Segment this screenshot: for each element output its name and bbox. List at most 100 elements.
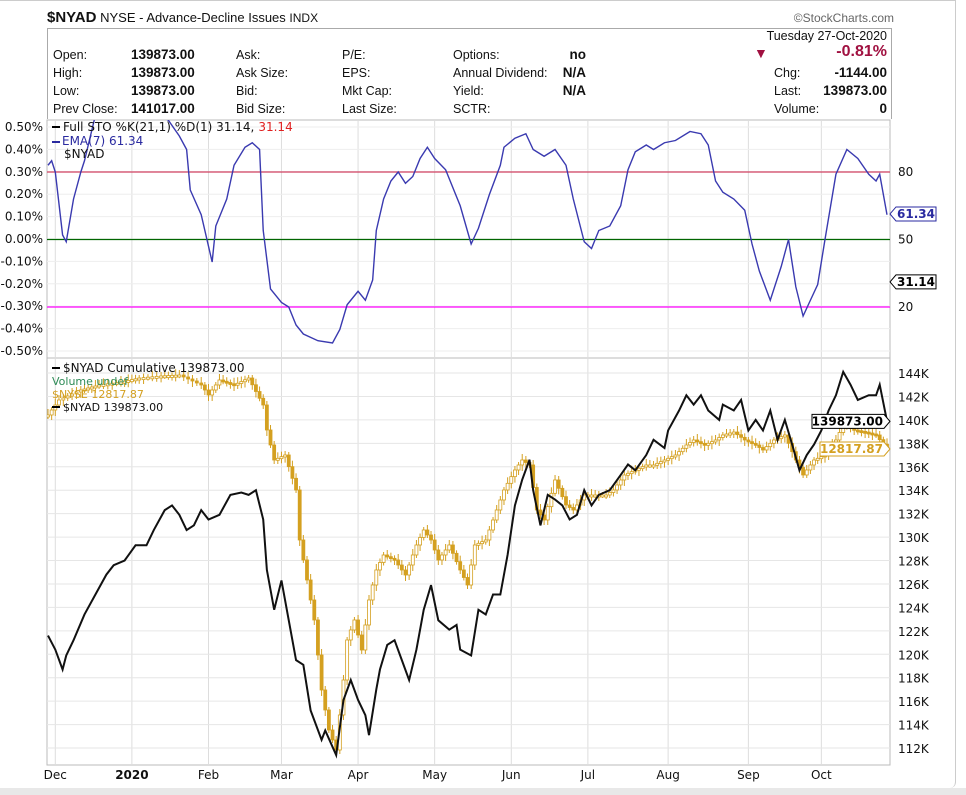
nyse-candle	[476, 542, 481, 546]
y-tick-label: -0.40%	[1, 322, 43, 336]
right-tick-label: 50	[898, 233, 913, 247]
right-tick-label: 118K	[898, 672, 930, 686]
nyse-price-tag-tag	[819, 441, 891, 457]
nyse-candle	[673, 454, 678, 458]
nyse-candle	[859, 430, 864, 434]
nyse-candle	[870, 432, 875, 436]
nyse-candle	[447, 544, 452, 551]
nyse-candle	[520, 459, 525, 466]
nyse-candle	[494, 509, 499, 521]
nyse-candle	[126, 380, 131, 383]
nyse-candle	[688, 442, 692, 446]
nyse-candle	[381, 554, 386, 563]
nyse-candle	[243, 379, 247, 383]
nyse-candle	[553, 479, 557, 494]
nyse-candle	[637, 467, 641, 471]
sto-value-tag: 31.14	[897, 275, 935, 289]
nyse-candle	[739, 434, 743, 438]
nyse-candle	[509, 476, 514, 484]
nyse-candle	[268, 429, 273, 446]
nyse-candle	[618, 479, 623, 486]
quote-label: Bid:	[236, 84, 258, 98]
volume-label: Volume:	[774, 102, 820, 116]
last-value: 139873.00	[823, 83, 887, 98]
right-tick-label: 130K	[898, 531, 930, 545]
nyse-candle	[713, 439, 718, 443]
nyse-candle	[254, 384, 258, 392]
quote-label: Open:	[53, 48, 88, 62]
nyse-candle	[235, 382, 240, 386]
x-tick-label: Apr	[348, 768, 369, 782]
sto-value-tag-tag	[889, 274, 937, 290]
legend-ema: EMA(7) 61.34	[62, 134, 143, 148]
nyse-candle	[440, 554, 444, 561]
nyse-candle	[761, 447, 765, 451]
nyse-candle	[731, 431, 736, 435]
nyse-candle	[101, 383, 106, 387]
nyse-candle	[202, 384, 207, 391]
nyse-candle	[190, 378, 195, 382]
nyse-candle	[239, 381, 244, 384]
nyse-candle	[615, 484, 619, 491]
nyse-candle	[74, 391, 79, 395]
nyse-candle	[272, 444, 277, 461]
y-tick-label: -0.30%	[1, 299, 43, 313]
quote-label: Prev Close:	[53, 102, 118, 116]
nyse-candle	[232, 383, 236, 387]
right-tick-label: 20	[898, 300, 913, 314]
price-panel	[46, 357, 891, 766]
x-tick-label: 2020	[115, 768, 148, 782]
nyse-candle	[141, 377, 146, 381]
volume-value: 0	[879, 101, 887, 116]
nyse-candle	[523, 459, 528, 463]
nyse-candle	[874, 433, 878, 437]
x-tick-label: Aug	[656, 768, 679, 782]
nyse-candle	[724, 433, 729, 437]
nyad-price-tag: 139873.00	[812, 414, 883, 428]
nyse-candle	[480, 541, 484, 545]
horizontal-scrollbar[interactable]	[0, 788, 966, 795]
ema-value-tag: 61.34	[897, 207, 935, 221]
nyad-price-tag-tag	[811, 413, 891, 429]
nyse-candle	[804, 469, 809, 476]
nyse-candle	[808, 464, 813, 471]
nyse-candle	[567, 504, 572, 508]
nyse-candle	[374, 569, 379, 586]
x-tick-label: Mar	[270, 768, 293, 782]
nyse-candle	[855, 429, 860, 433]
nyse-candle	[86, 387, 91, 391]
nyse-candle	[399, 564, 404, 571]
nyse-candle	[469, 564, 474, 586]
quote-label: Bid Size:	[236, 102, 286, 116]
nyse-candle	[750, 441, 754, 445]
quote-value: 141017.00	[131, 101, 195, 116]
right-tick-label: 80	[898, 165, 913, 179]
nyse-candle	[684, 444, 689, 449]
nyse-candle	[159, 375, 163, 379]
chg-value: -1144.00	[834, 65, 887, 80]
nyse-candle	[348, 629, 353, 641]
nyse-candle	[604, 494, 609, 498]
quote-label: EPS:	[342, 66, 371, 80]
nyse-candle	[264, 404, 269, 431]
nyse-candle	[403, 569, 408, 576]
nyse-candle	[564, 496, 568, 506]
nyse-candle	[545, 506, 550, 521]
nyse-candle	[70, 393, 74, 397]
down-triangle-icon: ▼	[754, 45, 768, 61]
price-series	[47, 368, 889, 759]
nyse-candle	[367, 599, 371, 626]
nyse-candle	[498, 499, 503, 511]
nyse-candle	[250, 377, 255, 386]
nyse-candle	[224, 380, 229, 384]
nyse-candle	[105, 383, 110, 387]
nyse-candle	[593, 494, 598, 498]
nyse-candle	[119, 381, 123, 385]
nyse-candle	[93, 385, 98, 389]
nyse-candle	[815, 457, 820, 461]
nyse-candle	[275, 457, 280, 461]
nyse-candle	[257, 391, 262, 399]
nyse-candle	[61, 397, 66, 401]
nyse-candle	[170, 374, 174, 378]
